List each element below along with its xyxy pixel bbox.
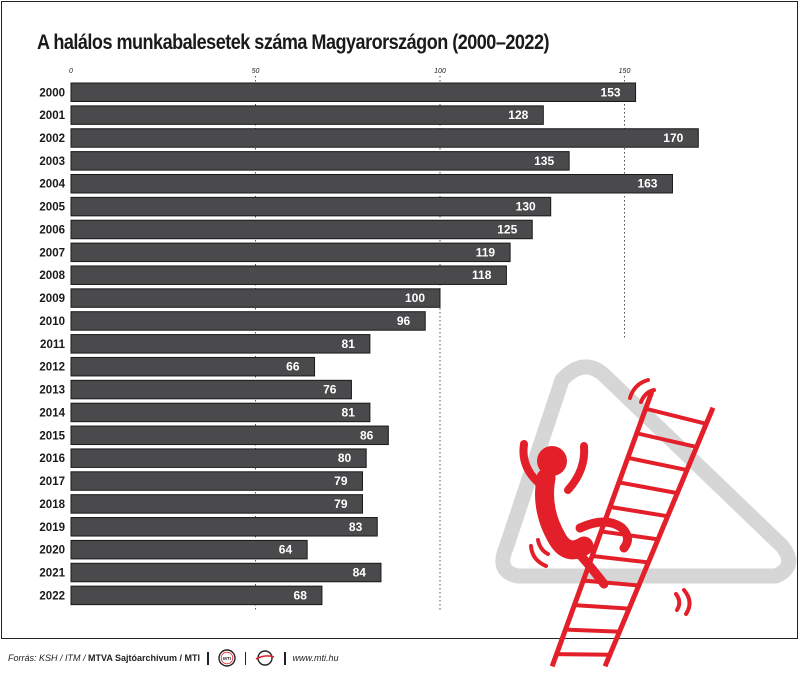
bar (70, 539, 308, 560)
chart-title: A halálos munkabalesetek száma Magyarors… (37, 31, 549, 54)
bar-value-label: 66 (286, 360, 300, 374)
bar-value-label: 153 (601, 85, 621, 99)
y-category-label: 2007 (39, 247, 65, 259)
bar (70, 425, 389, 446)
bar (70, 562, 382, 583)
bar (70, 494, 364, 514)
bar (70, 242, 511, 263)
bar (70, 448, 367, 468)
x-tick-label: 100 (434, 68, 446, 75)
x-tick-label: 0 (69, 68, 73, 75)
bar-value-label: 80 (338, 451, 352, 465)
bar-value-label: 86 (360, 428, 374, 442)
y-category-label: 2000 (39, 87, 65, 99)
y-category-label: 2012 (39, 362, 65, 374)
bar-value-label: 64 (279, 543, 293, 557)
footer-divider (207, 651, 209, 665)
warning-triangle-icon (495, 359, 797, 584)
y-category-label: 2011 (40, 339, 66, 351)
bar (70, 402, 371, 423)
bar-value-label: 83 (349, 520, 363, 534)
bar-value-label: 130 (516, 200, 536, 214)
y-category-label: 2005 (39, 202, 65, 214)
bar-value-label: 118 (472, 268, 492, 282)
bar (70, 334, 371, 354)
y-category-label: 2006 (39, 224, 65, 236)
y-category-label: 2019 (39, 522, 65, 534)
bar-value-label: 100 (405, 291, 425, 305)
y-category-label: 2013 (39, 385, 65, 397)
bar-value-label: 79 (334, 497, 348, 511)
bar-value-label: 96 (397, 314, 411, 328)
bar-value-label: 119 (476, 245, 496, 259)
x-tick-label: 50 (252, 68, 260, 75)
bar-value-label: 128 (508, 108, 528, 122)
bar-value-label: 135 (534, 154, 554, 168)
bar (70, 265, 507, 285)
falling-person-icon (519, 440, 632, 589)
bar-value-label: 125 (497, 222, 517, 236)
y-category-label: 2015 (39, 430, 65, 442)
y-category-label: 2021 (39, 568, 65, 580)
y-category-label: 2022 (39, 590, 65, 602)
bar (70, 517, 378, 537)
bar (70, 105, 544, 125)
bar (70, 311, 426, 331)
bar (70, 219, 533, 240)
bar-value-label: 76 (323, 383, 337, 397)
y-category-label: 2009 (39, 293, 65, 305)
bar-value-label: 84 (353, 566, 367, 580)
mtva-logo-icon (255, 650, 275, 666)
y-category-label: 2004 (39, 179, 65, 191)
website-url: www.mti.hu (292, 653, 339, 663)
bar (70, 82, 637, 102)
bar (70, 356, 316, 377)
y-category-label: 2010 (39, 316, 65, 328)
bar (70, 173, 673, 194)
motion-lines-icon (529, 378, 692, 616)
y-category-label: 2008 (39, 270, 65, 282)
source-agency: MTVA Sajtóarchívum / MTI (88, 653, 201, 663)
bar (70, 128, 699, 148)
source-prefix: Forrás: KSH / ITM / (8, 653, 89, 663)
footer: Forrás: KSH / ITM / MTVA Sajtóarchívum /… (8, 649, 339, 667)
source-note: Forrás: KSH / ITM / MTVA Sajtóarchívum /… (8, 653, 200, 663)
bar (70, 196, 552, 217)
bar-value-label: 81 (342, 405, 356, 419)
bar (70, 471, 364, 491)
y-category-label: 2016 (39, 453, 65, 465)
mti-logo-icon: MTI (217, 649, 236, 667)
y-category-label: 2017 (39, 476, 65, 488)
y-category-label: 2001 (39, 110, 65, 122)
bar (70, 288, 441, 308)
y-category-label: 2014 (39, 407, 65, 419)
y-category-label: 2018 (39, 499, 65, 511)
ladder-icon (549, 390, 716, 668)
y-category-label: 2003 (39, 156, 65, 168)
footer-divider (244, 651, 247, 665)
bar-value-label: 79 (334, 474, 348, 488)
bar-value-label: 68 (294, 588, 308, 602)
x-tick-label: 150 (619, 68, 631, 75)
bar-value-label: 170 (663, 131, 683, 145)
footer-divider (284, 651, 286, 665)
y-category-label: 2020 (39, 545, 65, 557)
y-category-label: 2002 (39, 133, 65, 145)
bar-value-label: 163 (637, 177, 657, 191)
svg-text:MTI: MTI (223, 656, 231, 661)
bar (70, 585, 323, 606)
bar-value-label: 81 (342, 337, 356, 351)
bar (70, 379, 352, 400)
bar (70, 151, 570, 171)
